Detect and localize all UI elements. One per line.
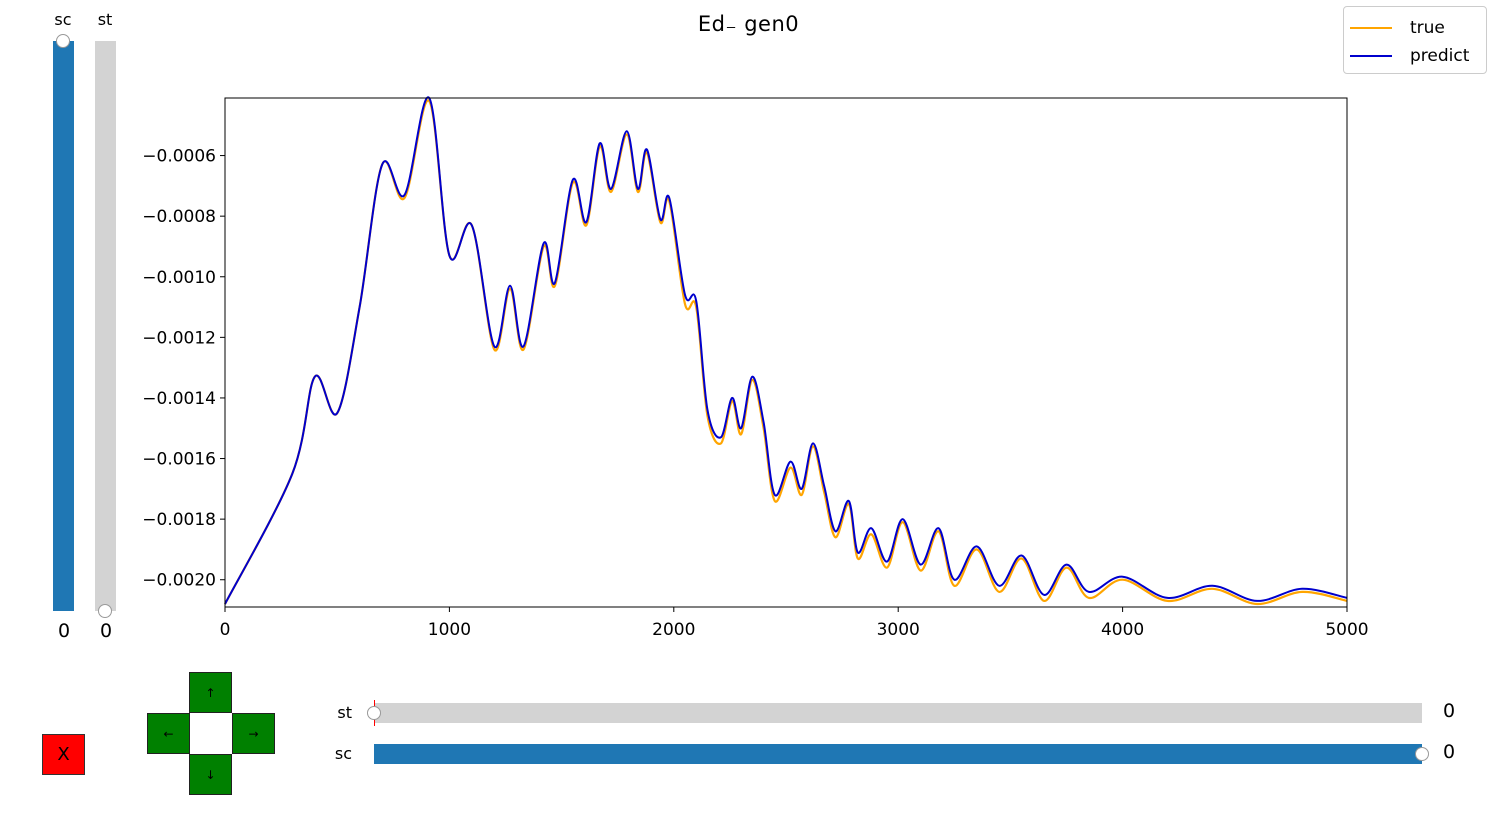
arrow-down-icon: ↓: [205, 767, 216, 782]
x-tick-label: 0: [220, 620, 231, 640]
y-tick-label: −0.0014: [142, 389, 216, 409]
x-tick-label: 4000: [1101, 620, 1144, 640]
close-button[interactable]: X: [42, 734, 85, 775]
x-tick-label: 1000: [428, 620, 471, 640]
hslider-sc-label: sc: [334, 744, 352, 763]
hslider-sc-track[interactable]: [374, 744, 1422, 764]
y-tick-label: −0.0020: [142, 571, 216, 591]
hslider-sc-value: 0: [1443, 741, 1456, 763]
plot-lines: [224, 96, 1348, 606]
chart-title: Ed₋ gen0: [697, 12, 800, 36]
hslider-st-label: st: [337, 703, 352, 722]
plot-frame: [224, 97, 1348, 608]
left-button[interactable]: ←: [147, 713, 190, 754]
x-tick-label: 2000: [652, 620, 695, 640]
right-button[interactable]: →: [232, 713, 275, 754]
legend-swatch-true: [1350, 27, 1392, 29]
down-button[interactable]: ↓: [189, 754, 232, 795]
y-tick-label: −0.0006: [142, 147, 216, 167]
y-tick-label: −0.0012: [142, 328, 216, 348]
y-tick-label: −0.0016: [142, 450, 216, 470]
vslider-st-label: st: [97, 10, 113, 29]
vslider-sc-handle[interactable]: [56, 34, 70, 48]
vslider-sc-track[interactable]: [53, 41, 74, 611]
legend-item-true: true: [1350, 17, 1445, 39]
series-line-predict: [224, 96, 1348, 605]
y-tick-label: −0.0018: [142, 510, 216, 530]
hslider-st-handle[interactable]: [367, 706, 381, 720]
vslider-st-handle[interactable]: [98, 604, 112, 618]
legend-item-predict: predict: [1350, 45, 1469, 67]
x-tick-label: 3000: [877, 620, 920, 640]
vslider-st-value: 0: [99, 620, 113, 642]
vslider-sc-label: sc: [54, 10, 72, 29]
hslider-st-value: 0: [1443, 700, 1456, 722]
legend: true predict: [1343, 6, 1487, 74]
x-axis: 0 1000 2000 3000 4000 5000: [220, 607, 1369, 640]
line-chart: 0 1000 2000 3000 4000 5000 −0.0020−0.0018−0.0…: [142, 96, 1369, 640]
arrow-up-icon: ↑: [205, 685, 216, 700]
y-axis: −0.0020 −0.0018 −0.0016 −0.0014 −0.0012 −0.00…: [142, 147, 225, 591]
legend-label-true: true: [1410, 18, 1445, 38]
legend-swatch-predict: [1350, 55, 1392, 57]
y-tick-label: −0.0008: [142, 207, 216, 227]
vslider-st-track[interactable]: [95, 41, 116, 611]
hslider-st-track[interactable]: [374, 703, 1422, 723]
up-button[interactable]: ↑: [189, 672, 232, 713]
arrow-right-icon: →: [248, 726, 259, 741]
hslider-sc-handle[interactable]: [1415, 747, 1429, 761]
legend-label-predict: predict: [1410, 46, 1470, 66]
x-tick-label: 5000: [1325, 620, 1368, 640]
arrow-left-icon: ←: [163, 726, 174, 741]
y-tick-label: −0.0010: [142, 268, 216, 288]
vslider-sc-value: 0: [57, 620, 71, 642]
